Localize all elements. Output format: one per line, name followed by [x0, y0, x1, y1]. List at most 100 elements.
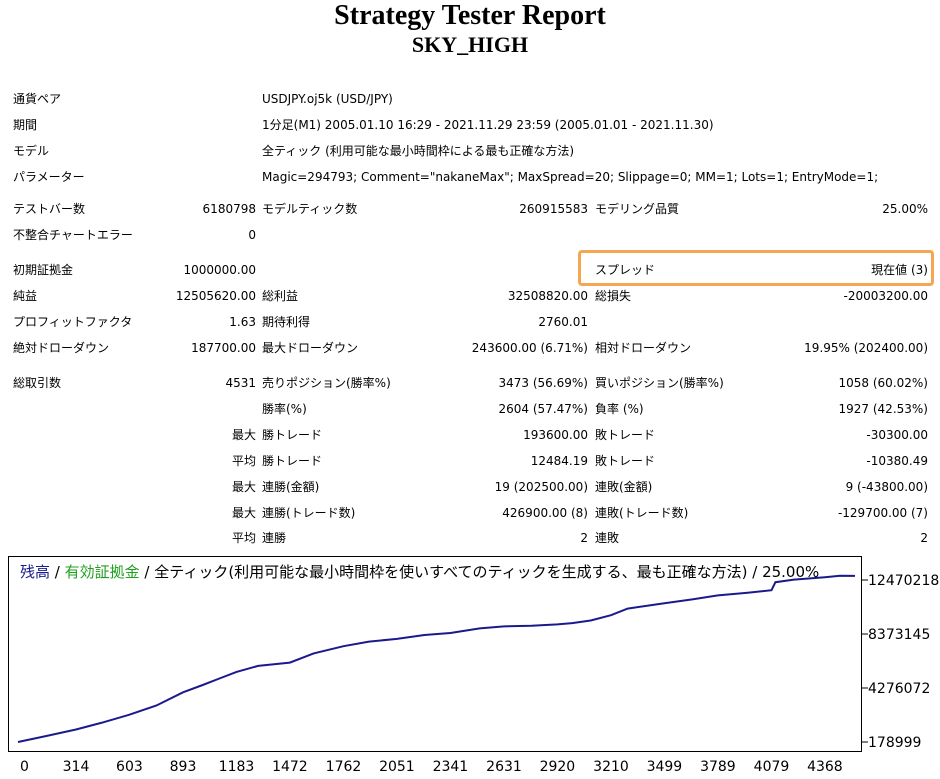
- ticks-label: モデルティック数: [262, 202, 358, 216]
- chart-legend: 残高 / 有効証拠金 / 全ティック(利用可能な最小時間枠を使いすべてのティック…: [20, 563, 819, 581]
- x-tick-label: 1472: [272, 759, 308, 775]
- loss-rate-value: 1927 (42.53%): [838, 402, 928, 416]
- mismatch-value: 0: [248, 228, 256, 242]
- x-tick-label: 3789: [700, 759, 736, 775]
- gross-loss-label: 総損失: [595, 289, 632, 303]
- model-value: 全ティック (利用可能な最小時間枠による最も正確な方法): [262, 144, 575, 158]
- x-tick-label: 4079: [754, 759, 790, 775]
- report-subtitle: SKY_HIGH: [411, 32, 529, 57]
- quality-label: モデリング品質: [595, 202, 680, 216]
- x-tick-label: 2051: [379, 759, 415, 775]
- avg-label-1: 平均: [231, 454, 256, 468]
- max-consec-win-amount-label: 連勝(金額): [262, 480, 320, 494]
- profit-factor-label: プロフィットファクタ: [13, 315, 133, 329]
- period-label: 期間: [13, 118, 38, 132]
- x-tick-label: 1762: [326, 759, 362, 775]
- x-tick-label: 314: [63, 759, 90, 775]
- x-tick-label: 2631: [486, 759, 522, 775]
- loss-rate-label: 負率 (%): [595, 402, 644, 416]
- x-tick-label: 893: [170, 759, 197, 775]
- max-win-value: 193600.00: [523, 428, 588, 442]
- x-tick-label: 3499: [647, 759, 683, 775]
- max-consec-loss-count-label: 連敗(トレード数): [595, 506, 689, 520]
- avg-label-2: 平均: [231, 531, 256, 545]
- report-title: Strategy Tester Report: [334, 0, 606, 31]
- spread-label: スプレッド: [595, 263, 656, 277]
- avg-consec-win-label: 連勝: [262, 531, 287, 545]
- x-tick-label: 603: [116, 759, 143, 775]
- max-drawdown-value: 243600.00 (6.71%): [471, 341, 588, 355]
- avg-loss-label: 敗トレード: [595, 454, 656, 468]
- quality-value: 25.00%: [882, 202, 928, 216]
- legend-description: / 全ティック(利用可能な最小時間枠を使いすべてのティックを生成する、最も正確な…: [139, 563, 820, 581]
- bars-value: 6180798: [202, 202, 256, 216]
- total-trades-value: 4531: [225, 376, 256, 390]
- balance-line: [17, 574, 856, 743]
- gross-profit-value: 32508820.00: [507, 289, 588, 303]
- pair-label: 通貨ペア: [13, 92, 62, 106]
- y-tick-label: 12470218: [868, 573, 939, 589]
- avg-win-label: 勝トレード: [262, 454, 323, 468]
- x-tick-label: 0: [20, 759, 29, 775]
- legend-balance: 残高: [20, 563, 51, 581]
- abs-drawdown-value: 187700.00: [191, 341, 256, 355]
- model-label: モデル: [13, 144, 50, 158]
- params-label: パラメーター: [13, 170, 85, 184]
- mismatch-label: 不整合チャートエラー: [13, 228, 133, 242]
- x-tick-label: 3210: [593, 759, 629, 775]
- expected-payoff-label: 期待利得: [262, 315, 311, 329]
- x-tick-label: 4368: [807, 759, 843, 775]
- legend-separator: /: [50, 563, 65, 581]
- max-consec-loss-amount-label: 連敗(金額): [595, 480, 653, 494]
- spread-value: 現在値 (3): [871, 263, 928, 277]
- params-value: Magic=294793; Comment="nakaneMax"; MaxSp…: [262, 170, 879, 184]
- max-consec-loss-amount-value: 9 (-43800.00): [845, 480, 928, 494]
- long-positions-label: 買いポジション(勝率%): [595, 376, 724, 390]
- win-rate-value: 2604 (57.47%): [498, 402, 588, 416]
- avg-consec-win-value: 2: [580, 531, 588, 545]
- rel-drawdown-label: 相対ドローダウン: [595, 341, 692, 355]
- avg-win-value: 12484.19: [530, 454, 588, 468]
- rel-drawdown-value: 19.95% (202400.00): [804, 341, 928, 355]
- expected-payoff-value: 2760.01: [538, 315, 588, 329]
- total-trades-label: 総取引数: [13, 376, 62, 390]
- gross-loss-value: -20003200.00: [843, 289, 929, 303]
- short-positions-value: 3473 (56.69%): [498, 376, 588, 390]
- avg-consec-loss-label: 連敗: [595, 531, 620, 545]
- max-loss-label: 敗トレード: [595, 428, 656, 442]
- max-consec-win-amount-value: 19 (202500.00): [494, 480, 588, 494]
- x-tick-label: 2920: [540, 759, 576, 775]
- profit-factor-value: 1.63: [229, 315, 256, 329]
- avg-consec-loss-value: 2: [920, 531, 928, 545]
- x-tick-label: 2341: [433, 759, 469, 775]
- abs-drawdown-label: 絶対ドローダウン: [13, 341, 110, 355]
- short-positions-label: 売りポジション(勝率%): [262, 376, 391, 390]
- max-drawdown-label: 最大ドローダウン: [262, 341, 359, 355]
- max-consec-win-count-label: 連勝(トレード数): [262, 506, 356, 520]
- x-tick-label: 1183: [219, 759, 255, 775]
- max-label-1: 最大: [231, 428, 256, 442]
- long-positions-value: 1058 (60.02%): [838, 376, 928, 390]
- avg-loss-value: -10380.49: [866, 454, 928, 468]
- max-win-label: 勝トレード: [262, 428, 323, 442]
- win-rate-label: 勝率(%): [262, 402, 307, 416]
- balance-graph-frame: [8, 556, 862, 752]
- pair-value: USDJPY.oj5k (USD/JPY): [262, 92, 393, 106]
- max-label-2: 最大: [231, 480, 256, 494]
- max-consec-loss-count-value: -129700.00 (7): [837, 506, 928, 520]
- net-profit-value: 12505620.00: [175, 289, 256, 303]
- max-consec-win-count-value: 426900.00 (8): [502, 506, 588, 520]
- period-value: 1分足(M1) 2005.01.10 16:29 - 2021.11.29 23…: [262, 118, 714, 132]
- deposit-value: 1000000.00: [183, 263, 256, 277]
- ticks-value: 260915583: [519, 202, 588, 216]
- spread-highlight: [578, 250, 934, 286]
- max-label-3: 最大: [231, 506, 256, 520]
- y-tick-label: 4276072: [868, 681, 930, 697]
- deposit-label: 初期証拠金: [13, 263, 74, 277]
- bars-label: テストバー数: [13, 202, 86, 216]
- gross-profit-label: 総利益: [262, 289, 299, 303]
- max-loss-value: -30300.00: [866, 428, 928, 442]
- legend-equity: 有効証拠金: [64, 563, 140, 581]
- y-tick-label: 178999: [868, 735, 921, 751]
